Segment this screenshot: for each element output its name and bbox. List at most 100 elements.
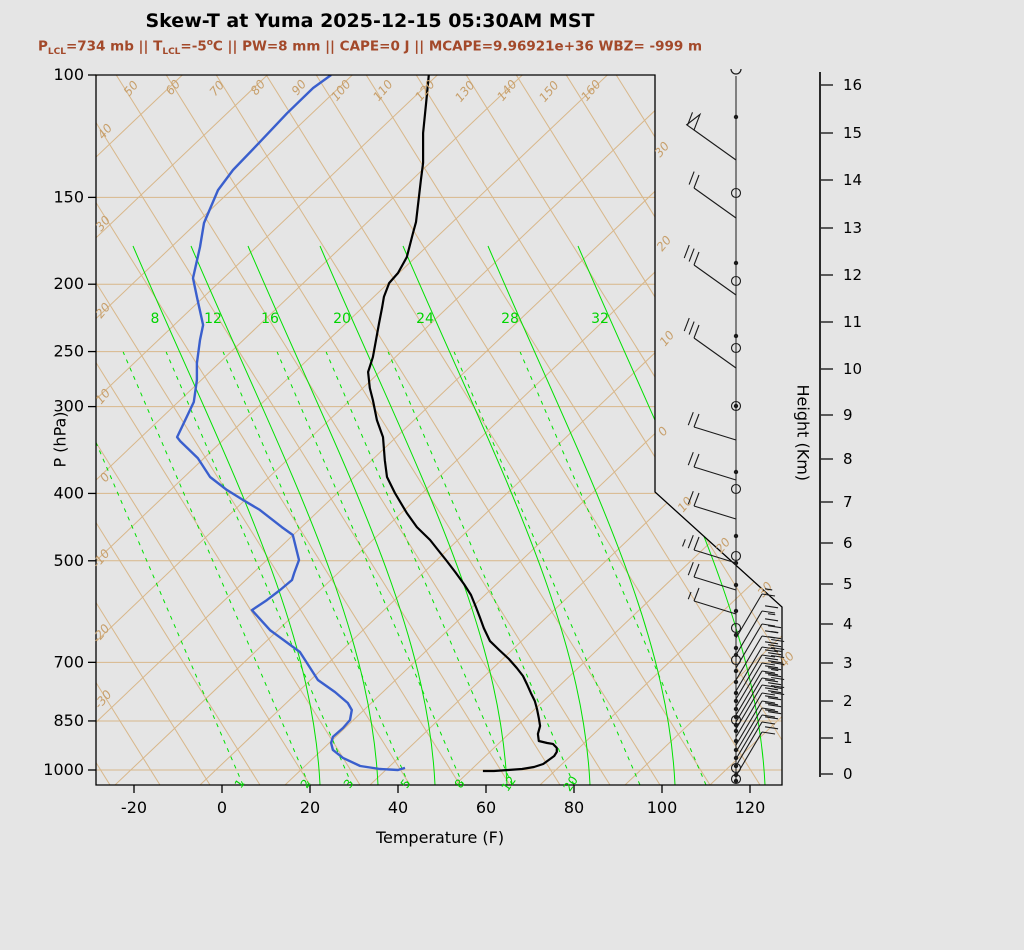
chart-subtitle: PLCL=734 mb || TLCL=-5oC || PW=8 mm || C… [37, 38, 703, 58]
wind-barb [687, 452, 737, 481]
chart-title: Skew-T at Yuma 2025-12-15 05:30AM MST [145, 10, 595, 32]
wind-barb [735, 704, 782, 760]
barb-tick [687, 562, 694, 576]
barb-tick [771, 646, 785, 651]
barb-tick [771, 684, 785, 689]
barb-tick [768, 636, 782, 640]
dry-adiabat-line [96, 75, 778, 785]
barb-shaft [735, 731, 763, 777]
height-tick-label: 12 [843, 266, 862, 284]
isopleth-label-right: 0 [655, 424, 671, 439]
pressure-tick-label: 1000 [43, 760, 84, 779]
height-tick-label: 16 [843, 76, 862, 94]
isotherm-line [0, 75, 60, 785]
barb-tick [688, 171, 695, 185]
mixing-ratio-line [453, 351, 641, 785]
background-lattice [0, 75, 782, 785]
barb-tick [764, 687, 779, 691]
isotherm-line [96, 75, 311, 785]
wind-barb [687, 562, 737, 591]
barb-tick [768, 644, 782, 648]
barb-tick [761, 670, 776, 674]
isopleth-label-diagonal: 40 [777, 649, 798, 670]
wind-barb [735, 646, 785, 708]
moist-adiabat-label: 24 [416, 311, 434, 327]
moist-adiabat-label: 28 [501, 311, 519, 327]
barb-tick [687, 412, 694, 426]
barb-shaft [735, 721, 763, 767]
barb-half-tick [774, 686, 782, 689]
barb-shaft [735, 684, 763, 730]
temperature-tick-label: 80 [564, 798, 584, 817]
isopleth-label-top: 50 [121, 78, 142, 99]
barb-tick [771, 654, 785, 659]
height-tick-label: 10 [843, 360, 862, 378]
dry-adiabat-line [539, 75, 782, 785]
isotherm-line [415, 75, 782, 785]
wind-barb [683, 317, 737, 369]
barb-tick [771, 661, 785, 666]
temperature-tick-label: 60 [476, 798, 496, 817]
height-tick-label: 13 [843, 219, 862, 237]
barb-shaft [693, 187, 737, 219]
isotherm-line [565, 75, 782, 785]
pressure-tick-label: 300 [53, 397, 84, 416]
wind-barb [687, 412, 737, 441]
mixing-ratio-line [387, 351, 575, 785]
sounding-curves [175, 75, 558, 773]
station-dot [733, 690, 739, 696]
isotherm-line [96, 75, 461, 785]
height-tick-label: 14 [843, 171, 862, 189]
temperature-tick-label: 120 [735, 798, 766, 817]
temperature-axis-title: Temperature (F) [375, 828, 505, 847]
barb-tick [761, 593, 776, 597]
barb-tick [764, 605, 779, 609]
isotherm-line [96, 75, 511, 785]
barb-tick [761, 692, 776, 696]
mixing-ratio-label: 3 [341, 777, 357, 791]
dry-adiabat-line [114, 75, 782, 785]
mixing-ratio-line [519, 351, 707, 785]
barb-shaft [735, 635, 763, 681]
barb-shaft [693, 549, 737, 564]
dry-adiabat-line [624, 75, 782, 785]
pressure-tick-label: 200 [53, 274, 84, 293]
station-dot [733, 778, 739, 784]
height-tick-label: 8 [843, 450, 853, 468]
barb-shaft [735, 677, 763, 723]
barb-tick [768, 625, 782, 629]
dry-adiabat-line [96, 75, 608, 785]
pressure-tick-label: 700 [53, 652, 84, 671]
station-circle [730, 275, 742, 287]
mixing-ratio-label: 8 [452, 777, 468, 791]
barb-tick [768, 704, 782, 708]
barb-tick [771, 638, 785, 643]
barb-shaft [693, 505, 737, 520]
moist-adiabat-line [319, 245, 508, 785]
wind-barb [685, 112, 737, 161]
moist-adiabat-label: 8 [151, 311, 160, 327]
barb-tick [764, 679, 779, 683]
moist-adiabat-label: 20 [333, 311, 351, 327]
barb-half-tick [768, 613, 776, 616]
barb-tick [761, 623, 776, 627]
height-tick-label: 4 [843, 615, 853, 633]
barb-tick [764, 649, 779, 653]
moist-adiabat-label: 12 [204, 311, 222, 327]
dry-adiabat-line [454, 75, 782, 785]
wind-barb [735, 686, 785, 753]
wind-barb [735, 649, 785, 716]
pressure-tick-label: 850 [53, 711, 84, 730]
wind-barb [735, 630, 782, 692]
barb-half-tick [682, 539, 686, 547]
barb-tick [761, 684, 776, 688]
station-dot [733, 698, 739, 704]
barb-half-tick [771, 630, 779, 634]
barb-shaft [735, 714, 763, 760]
barb-tick [764, 657, 779, 661]
pressure-tick-label: 100 [53, 65, 84, 84]
barb-tick [764, 672, 779, 676]
barb-tick [693, 536, 700, 551]
